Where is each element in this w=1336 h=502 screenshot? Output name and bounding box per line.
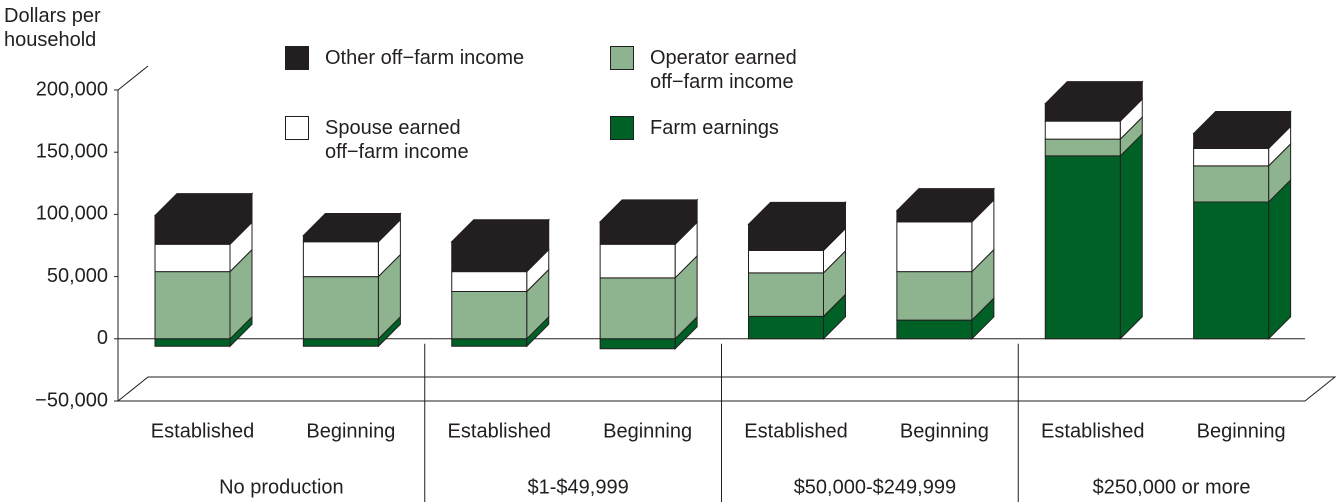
group-label: $50,000-$249,999 bbox=[794, 476, 956, 498]
x-tick-label: Established bbox=[744, 420, 847, 442]
bar-top bbox=[302, 213, 402, 237]
legend-label: Farm earnings bbox=[650, 117, 779, 139]
bar bbox=[154, 271, 231, 340]
bar bbox=[302, 338, 379, 347]
bar bbox=[302, 241, 379, 278]
bar bbox=[1193, 165, 1270, 203]
legend-swatch bbox=[285, 46, 309, 70]
y-tick-label: 200,000 bbox=[36, 78, 108, 100]
bar bbox=[896, 221, 973, 273]
x-tick-label: Beginning bbox=[900, 420, 989, 442]
bar bbox=[1044, 138, 1121, 157]
legend-swatch bbox=[285, 116, 309, 140]
bar bbox=[748, 272, 824, 317]
group-label: No production bbox=[219, 476, 344, 498]
y-axis-title: Dollars per household bbox=[4, 5, 101, 51]
bar bbox=[154, 243, 231, 273]
legend-item: Operator earned off−farm income bbox=[610, 46, 860, 94]
y-tick-label: 100,000 bbox=[36, 203, 108, 225]
legend-label: Other off−farm income bbox=[325, 47, 525, 69]
bar bbox=[896, 319, 973, 340]
bar bbox=[748, 223, 824, 251]
bar-top bbox=[1044, 81, 1144, 105]
bar bbox=[154, 215, 231, 245]
bar bbox=[1044, 155, 1121, 340]
bar bbox=[748, 249, 824, 274]
y-tick-label: 150,000 bbox=[36, 140, 108, 162]
bar bbox=[1193, 133, 1270, 149]
legend-item: Farm earnings bbox=[610, 116, 860, 140]
bar-top bbox=[895, 188, 996, 212]
x-tick-label: Established bbox=[1041, 420, 1144, 442]
bar bbox=[599, 338, 676, 350]
bar bbox=[748, 315, 824, 340]
bar-side bbox=[1119, 132, 1143, 341]
bar bbox=[302, 276, 379, 340]
floor bbox=[116, 376, 1336, 402]
bar-top bbox=[598, 199, 699, 223]
legend-item: Other off−farm income bbox=[285, 46, 535, 70]
x-tick-label: Beginning bbox=[306, 420, 395, 442]
bar bbox=[1044, 120, 1121, 140]
legend-item: Spouse earned off−farm income bbox=[285, 116, 535, 164]
bar bbox=[599, 277, 676, 340]
bar bbox=[896, 271, 973, 321]
bar bbox=[302, 235, 379, 243]
y-tick-label: 50,000 bbox=[47, 265, 108, 287]
bar bbox=[451, 241, 528, 273]
bar bbox=[599, 221, 676, 245]
group-label: $250,000 or more bbox=[1093, 476, 1251, 498]
bar-top bbox=[153, 193, 254, 217]
x-tick-label: Beginning bbox=[1197, 420, 1286, 442]
x-tick-label: Established bbox=[448, 420, 551, 442]
bar bbox=[451, 338, 528, 347]
bar bbox=[1193, 147, 1270, 167]
x-tick-label: Established bbox=[151, 420, 254, 442]
bar bbox=[154, 338, 231, 347]
bar bbox=[451, 291, 528, 340]
group-label: $1-$49,999 bbox=[528, 476, 629, 498]
bar bbox=[896, 210, 973, 223]
bar-top bbox=[450, 219, 550, 243]
y-tick-label: −50,000 bbox=[35, 389, 108, 411]
bar bbox=[1044, 103, 1121, 122]
bar bbox=[599, 243, 676, 279]
bar-top bbox=[1192, 111, 1292, 135]
bar bbox=[451, 271, 528, 293]
axis-corner bbox=[117, 65, 149, 91]
legend-swatch bbox=[610, 116, 634, 140]
legend-label: Spouse earned off−farm income bbox=[325, 117, 469, 163]
bar-side bbox=[1268, 178, 1292, 341]
bar bbox=[1193, 201, 1270, 340]
y-tick-label: 0 bbox=[97, 327, 108, 349]
legend-label: Operator earned off−farm income bbox=[650, 47, 797, 93]
bar-top bbox=[747, 201, 847, 225]
legend-swatch bbox=[610, 46, 634, 70]
x-tick-label: Beginning bbox=[603, 420, 692, 442]
